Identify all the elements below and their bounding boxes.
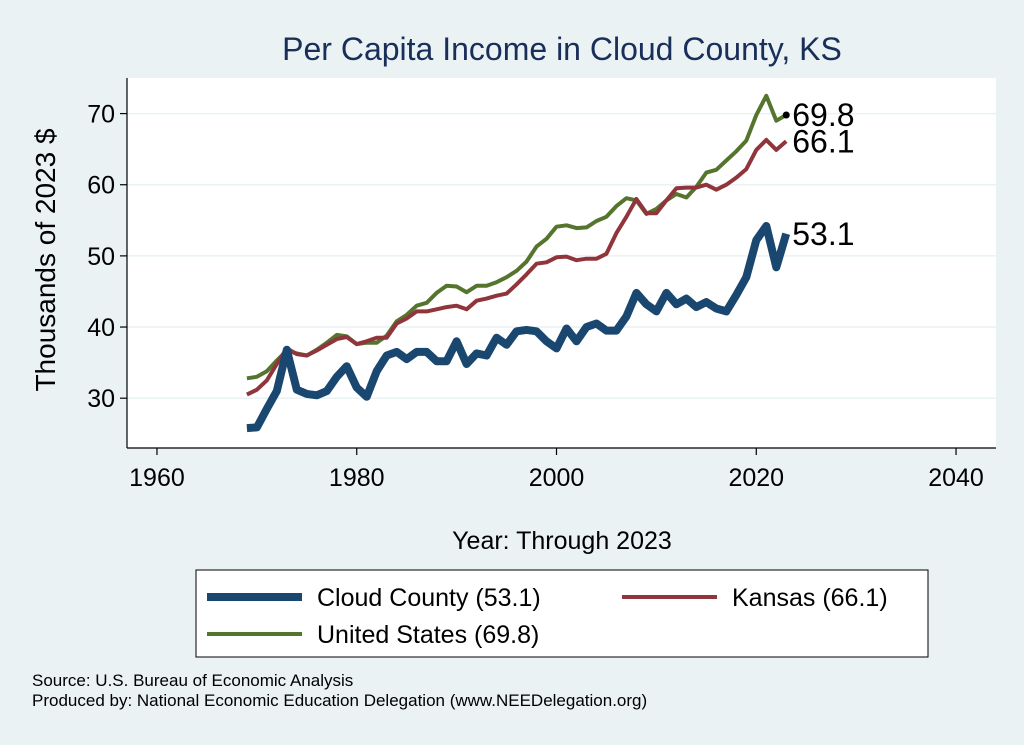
legend: Cloud County (53.1) Kansas (66.1) United…	[195, 569, 929, 658]
y-tick-label-60: 60	[87, 172, 115, 200]
y-axis-label: Thousands of 2023 $	[30, 128, 61, 392]
x-tick-label-1980: 1980	[329, 464, 385, 492]
chart-title: Per Capita Income in Cloud County, KS	[282, 31, 842, 67]
y-ticks: 30 40 50 60 70	[87, 101, 127, 413]
series-line-kansas	[246, 137, 788, 397]
produced-by-note: Produced by: National Economic Education…	[32, 691, 648, 710]
y-tick-label-30: 30	[87, 385, 115, 413]
y-tick-label-40: 40	[87, 314, 115, 342]
legend-box	[195, 569, 929, 658]
series-line-cloud-county	[246, 222, 791, 433]
end-labels: 53.1 66.169.8	[782, 97, 855, 252]
series-lines	[246, 93, 791, 433]
x-axis-label: Year: Through 2023	[452, 527, 672, 555]
end-label-united-states: 69.8	[792, 97, 854, 133]
x-tick-label-1960: 1960	[129, 464, 185, 492]
source-note: Source: U.S. Bureau of Economic Analysis	[32, 671, 354, 690]
axes	[126, 78, 996, 449]
end-label-kansas: 66.1	[792, 123, 854, 159]
x-tick-label-2020: 2020	[728, 464, 784, 492]
legend-label-cloud-county: Cloud County (53.1)	[317, 584, 541, 612]
x-tick-label-2040: 2040	[928, 464, 984, 492]
y-tick-label-70: 70	[87, 101, 115, 129]
legend-label-united-states: United States (69.8)	[317, 621, 539, 649]
end-marker-dot	[782, 111, 790, 119]
end-label-cloud-county: 53.1	[792, 216, 854, 252]
legend-label-kansas: Kansas (66.1)	[732, 584, 888, 612]
y-tick-label-50: 50	[87, 243, 115, 271]
x-tick-label-2000: 2000	[529, 464, 585, 492]
plot-area	[127, 78, 996, 448]
x-ticks: 1960 1980 2000 2020 2040	[129, 448, 984, 492]
